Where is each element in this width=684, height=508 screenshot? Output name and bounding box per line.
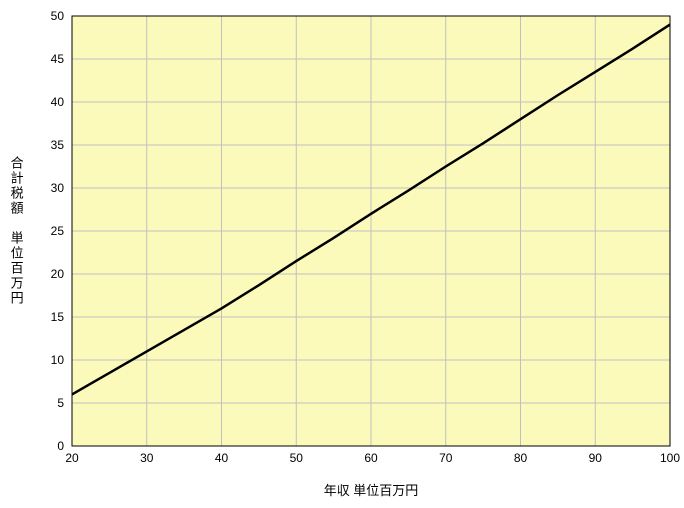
svg-text:80: 80 xyxy=(514,451,528,465)
svg-text:20: 20 xyxy=(65,451,79,465)
svg-text:50: 50 xyxy=(51,9,65,23)
svg-text:10: 10 xyxy=(51,353,65,367)
x-axis-label: 年収 単位百万円 xyxy=(72,480,670,499)
svg-text:25: 25 xyxy=(51,224,65,238)
svg-text:0: 0 xyxy=(57,439,64,453)
svg-text:40: 40 xyxy=(51,95,65,109)
svg-text:70: 70 xyxy=(439,451,453,465)
svg-text:45: 45 xyxy=(51,52,65,66)
svg-text:90: 90 xyxy=(589,451,603,465)
svg-text:30: 30 xyxy=(51,181,65,195)
svg-text:60: 60 xyxy=(364,451,378,465)
svg-text:30: 30 xyxy=(140,451,154,465)
svg-text:40: 40 xyxy=(215,451,229,465)
svg-text:15: 15 xyxy=(51,310,65,324)
svg-text:5: 5 xyxy=(57,396,64,410)
svg-text:35: 35 xyxy=(51,138,65,152)
svg-text:50: 50 xyxy=(290,451,304,465)
svg-text:100: 100 xyxy=(660,451,680,465)
line-chart: 20 30 40 50 60 70 80 90 100 0 5 10 15 20 25 30 35 40 45 50 xyxy=(0,0,684,508)
svg-text:20: 20 xyxy=(51,267,65,281)
y-axis-label: 合計税額 単位百万円 xyxy=(8,131,24,331)
chart-container: 203040506070809010005101520253035404550 … xyxy=(0,0,684,508)
